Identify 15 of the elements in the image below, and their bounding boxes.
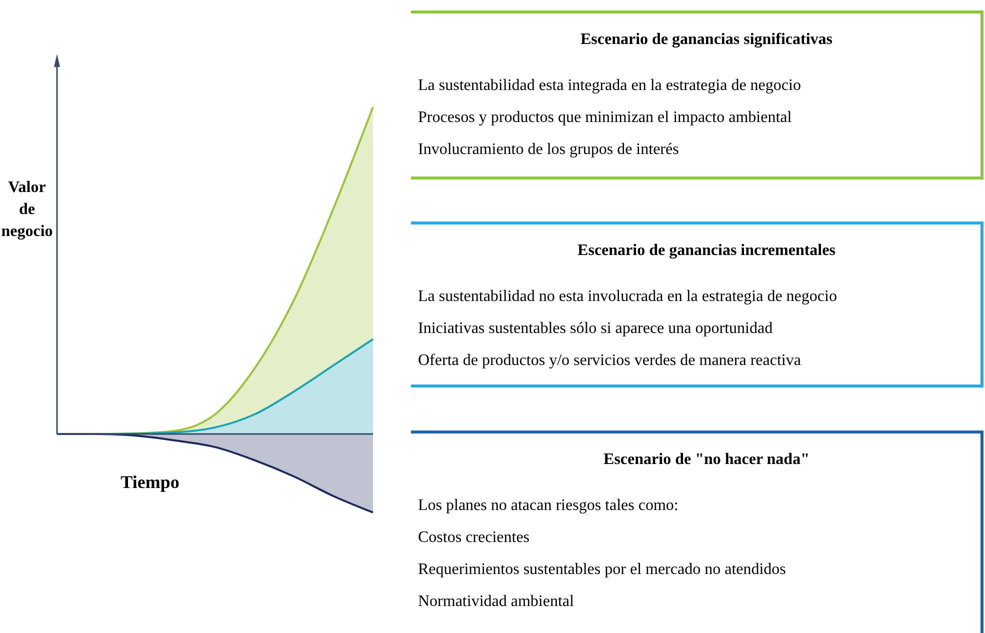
- text: Escenario de ganancias significativas: [580, 31, 833, 48]
- text: Los planes no atacan riesgos tales como:: [418, 497, 678, 514]
- text: Escenario de ganancias incrementales: [578, 242, 836, 259]
- text: Normatividad ambiental: [418, 593, 575, 610]
- text: Iniciativas sustentables sólo si aparece una oportunidad: [418, 320, 773, 337]
- text: La sustentabilidad no esta involucrada en la estrategia de negocio: [418, 288, 837, 305]
- text: Costos crecientes: [418, 529, 530, 546]
- text: Oferta de productos y/o servicios verdes de manera reactiva: [418, 352, 801, 369]
- y-axis-title: Valor de negocio: [1, 179, 53, 240]
- x-axis-title: Tiempo: [120, 472, 180, 492]
- text: Escenario de "no hacer nada": [604, 451, 810, 468]
- text: Procesos y productos que minimizan el impacto ambiental: [418, 109, 792, 126]
- text: Involucramiento de los grupos de interés: [418, 141, 679, 158]
- text: Requerimientos sustentables por el mercado no atendidos: [418, 561, 786, 578]
- text: La sustentabilidad esta integrada en la estrategia de negocio: [418, 77, 801, 94]
